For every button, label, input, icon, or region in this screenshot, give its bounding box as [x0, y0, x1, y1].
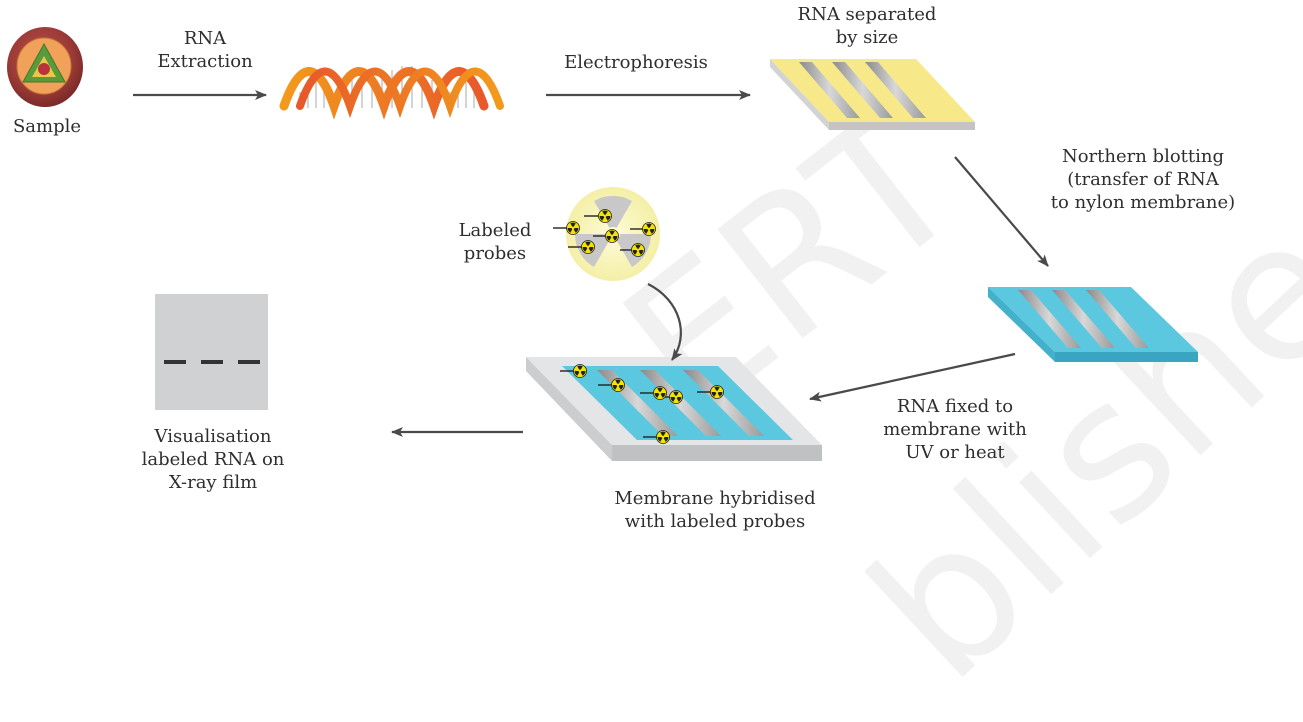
- label-labeled-probes-line2: probes: [463, 243, 527, 264]
- label-electrophoresis: Electrophoresis: [564, 52, 708, 73]
- label-visualisation: Visualisation labeled RNA on X-ray film: [118, 425, 308, 494]
- label-rna-separated-line2: by size: [835, 27, 899, 48]
- arrow-fixing: [809, 352, 1016, 402]
- arrow-probes: [647, 283, 683, 361]
- label-northern-blotting-line3: to nylon membrane): [1050, 192, 1236, 213]
- label-membrane-hybridised-line2: with labeled probes: [624, 511, 806, 532]
- northern-blot-diagram: [7, 27, 1198, 461]
- radioactive-probe-icon: [553, 187, 660, 281]
- arrows: [133, 90, 1049, 437]
- label-labeled-probes-line1: Labeled: [458, 220, 532, 241]
- rna-helix-icon: [279, 66, 504, 120]
- label-rna-fixed-line2: membrane with: [883, 419, 1027, 440]
- label-visualisation-line3: X-ray film: [168, 472, 258, 493]
- label-membrane-hybridised-line1: Membrane hybridised: [614, 488, 816, 509]
- label-rna-extraction: RNA Extraction: [150, 27, 260, 73]
- sample-cell-icon: [7, 27, 83, 107]
- label-northern-blotting: Northern blotting (transfer of RNA to ny…: [1008, 145, 1278, 214]
- membrane-bands: [1018, 290, 1149, 348]
- hybridised-membrane: [526, 357, 822, 461]
- gel-bands: [799, 62, 926, 118]
- label-membrane-hybridised: Membrane hybridised with labeled probes: [585, 487, 845, 533]
- label-rna-fixed: RNA fixed to membrane with UV or heat: [855, 395, 1055, 464]
- arrow-blotting: [954, 156, 1049, 267]
- label-northern-blotting-line1: Northern blotting: [1061, 146, 1225, 167]
- label-rna-extraction-line1: RNA: [183, 28, 227, 49]
- label-rna-separated-line1: RNA separated: [797, 4, 937, 25]
- label-rna-fixed-line3: UV or heat: [905, 442, 1005, 463]
- label-labeled-probes: Labeled probes: [447, 219, 543, 265]
- nylon-membrane: [988, 287, 1198, 362]
- label-rna-extraction-line2: Extraction: [157, 51, 253, 72]
- label-visualisation-line2: labeled RNA on: [141, 449, 285, 470]
- label-sample: Sample: [12, 116, 82, 137]
- label-rna-separated: RNA separated by size: [772, 3, 962, 49]
- label-northern-blotting-line2: (transfer of RNA: [1067, 169, 1219, 190]
- xray-film: [155, 294, 268, 410]
- electrophoresis-gel: [770, 59, 975, 130]
- label-rna-fixed-line1: RNA fixed to: [896, 396, 1014, 417]
- label-visualisation-line1: Visualisation: [154, 426, 272, 447]
